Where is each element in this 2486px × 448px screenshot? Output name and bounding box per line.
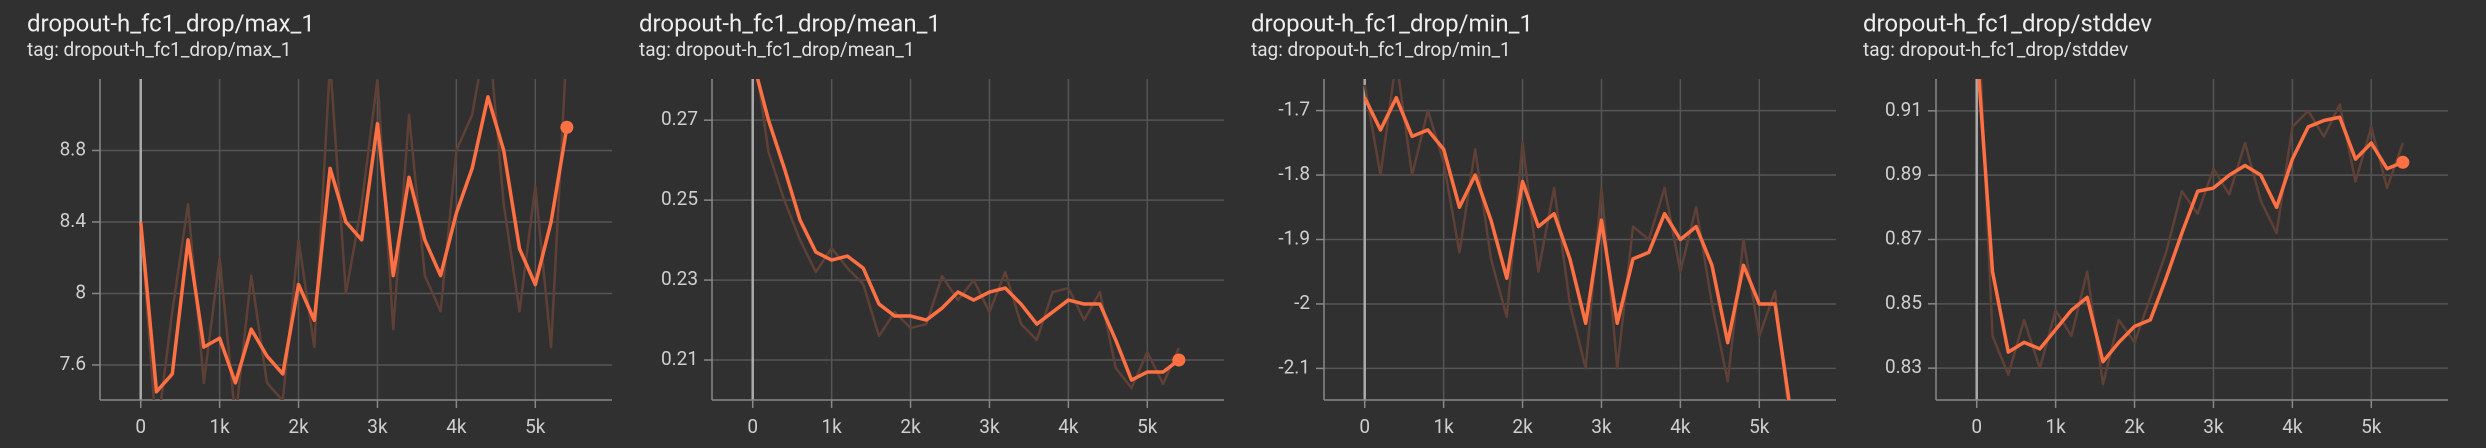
x-tick-label: 0 xyxy=(1359,415,1370,438)
x-tick-label: 2k xyxy=(1512,415,1533,438)
y-tick-label: 8.8 xyxy=(60,138,86,161)
chart-subtitle: tag: dropout-h_fc1_drop/max_1 xyxy=(27,38,291,61)
series-line xyxy=(756,79,1181,390)
x-tick-label: 5k xyxy=(525,415,546,438)
chart-subtitle: tag: dropout-h_fc1_drop/stddev xyxy=(1863,38,2128,61)
y-tick-label: -1.8 xyxy=(1278,162,1310,185)
x-tick-label: 0 xyxy=(1971,415,1982,438)
plot-area xyxy=(138,79,574,400)
x-tick-label: 5k xyxy=(1137,415,1158,438)
series-line xyxy=(139,79,567,400)
x-tick-label: 4k xyxy=(446,415,467,438)
chart-subtitle: tag: dropout-h_fc1_drop/mean_1 xyxy=(639,38,915,61)
x-tick-label: 1k xyxy=(209,415,230,438)
y-tick-label: 0.85 xyxy=(1885,291,1922,314)
x-tick-label: 2k xyxy=(900,415,921,438)
y-tick-label: -1.9 xyxy=(1278,227,1310,250)
plot-area xyxy=(755,79,1186,390)
y-tick-label: -1.7 xyxy=(1278,98,1310,121)
last-point xyxy=(560,120,574,134)
y-tick-label: 8.4 xyxy=(60,209,87,232)
x-tick-label: 5k xyxy=(1749,415,1770,438)
chart-title: dropout-h_fc1_drop/stddev xyxy=(1863,9,2152,37)
x-tick-label: 3k xyxy=(1591,415,1612,438)
chart-title: dropout-h_fc1_drop/mean_1 xyxy=(639,9,941,37)
y-tick-label: 0.83 xyxy=(1885,355,1922,378)
y-tick-label: -2.1 xyxy=(1278,355,1310,378)
x-tick-label: 4k xyxy=(2282,415,2303,438)
y-tick-label: 7.6 xyxy=(60,352,86,375)
x-tick-label: 2k xyxy=(288,415,309,438)
y-tick-label: 0.23 xyxy=(661,267,698,290)
series-line xyxy=(1977,79,2404,364)
x-tick-label: 1k xyxy=(821,415,842,438)
y-tick-label: 8 xyxy=(75,280,86,303)
x-tick-label: 4k xyxy=(1058,415,1079,438)
series-line xyxy=(138,95,569,394)
y-tick-label: 0.21 xyxy=(661,347,698,370)
x-tick-label: 4k xyxy=(1670,415,1691,438)
y-tick-label: 0.27 xyxy=(661,107,698,130)
y-tick-label: 0.87 xyxy=(1885,227,1922,250)
last-point xyxy=(1784,407,1797,420)
y-tick-label: 0.89 xyxy=(1885,162,1922,185)
y-tick-label: 0.25 xyxy=(661,187,698,210)
x-tick-label: 3k xyxy=(2203,415,2224,438)
last-point xyxy=(1172,353,1186,367)
x-tick-label: 3k xyxy=(367,415,388,438)
plot-area xyxy=(1977,79,2410,386)
series-line xyxy=(1363,95,1791,400)
x-tick-label: 5k xyxy=(2361,415,2382,438)
last-point xyxy=(2396,155,2410,169)
chart-subtitle: tag: dropout-h_fc1_drop/min_1 xyxy=(1251,38,1511,61)
x-tick-label: 0 xyxy=(135,415,146,438)
chart-title: dropout-h_fc1_drop/max_1 xyxy=(27,9,315,37)
series-line xyxy=(1363,79,1789,400)
x-tick-label: 1k xyxy=(2045,415,2066,438)
x-tick-label: 2k xyxy=(2124,415,2145,438)
y-tick-label: 0.91 xyxy=(1885,98,1922,121)
chart-title: dropout-h_fc1_drop/min_1 xyxy=(1251,9,1533,37)
x-tick-label: 1k xyxy=(1433,415,1454,438)
x-tick-label: 3k xyxy=(979,415,1000,438)
x-tick-label: 0 xyxy=(747,415,758,438)
y-tick-label: -2 xyxy=(1294,291,1310,314)
series-line xyxy=(755,79,1180,382)
plot-area xyxy=(1363,79,1797,420)
